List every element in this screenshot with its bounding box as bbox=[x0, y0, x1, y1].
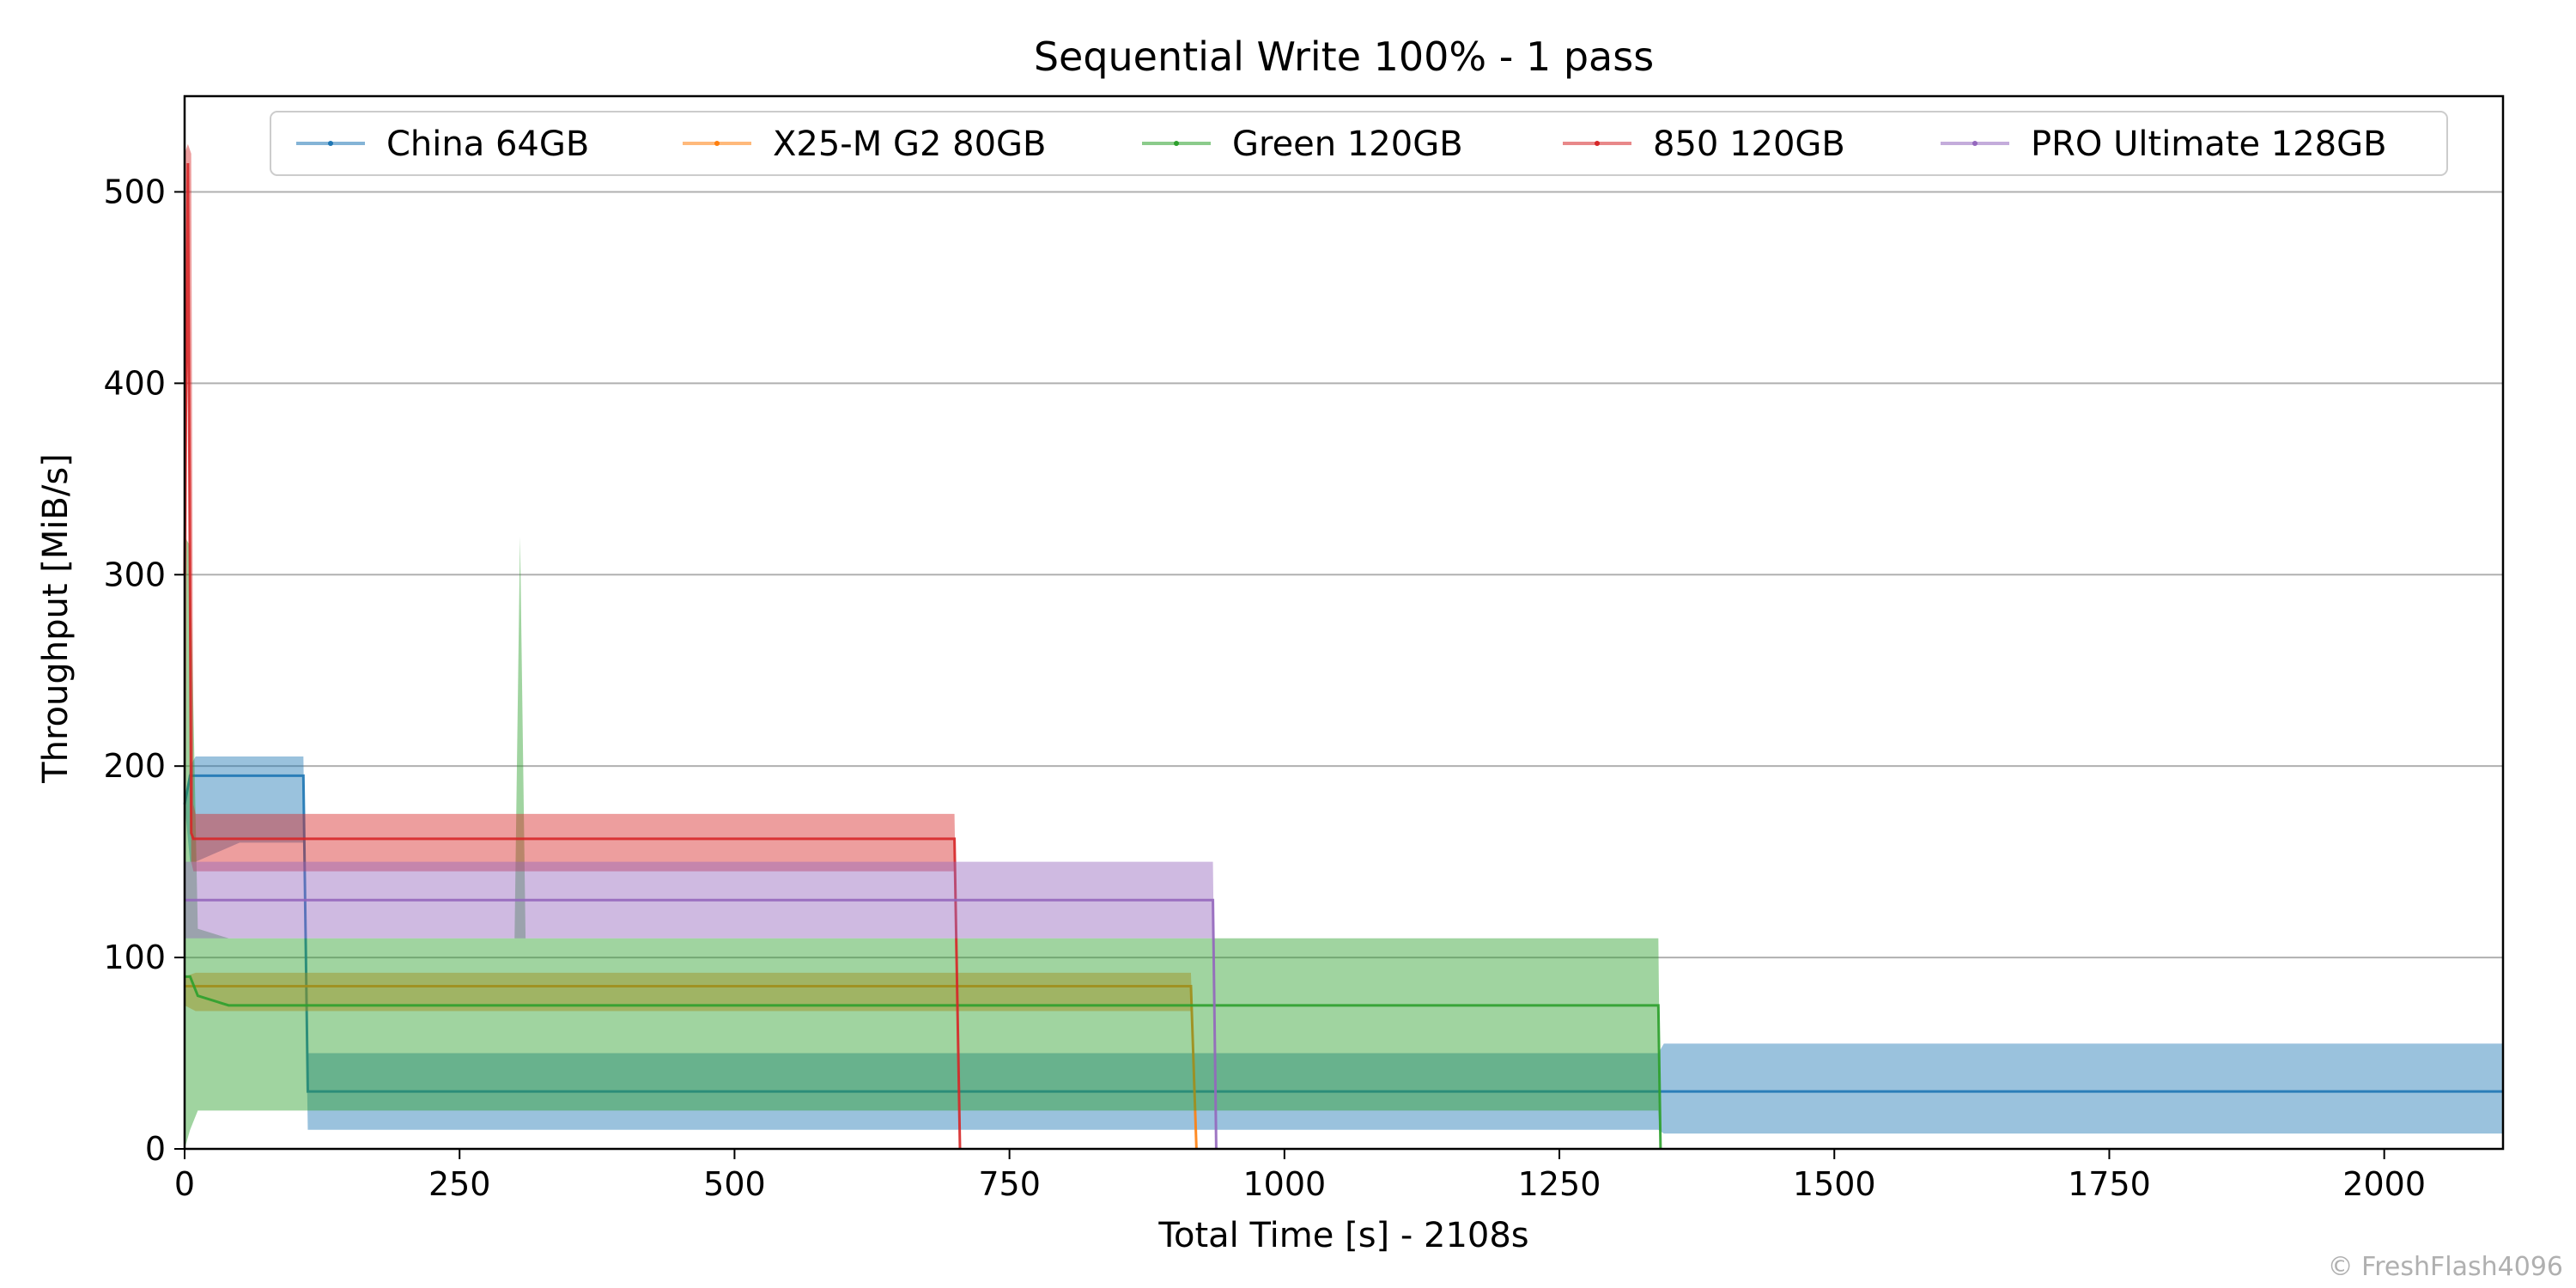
y-tick-label: 300 bbox=[103, 556, 166, 593]
legend-marker bbox=[1972, 141, 1978, 146]
legend-label: China 64GB bbox=[386, 125, 589, 164]
legend-box bbox=[270, 111, 2448, 176]
legend-marker bbox=[328, 141, 333, 146]
x-tick-label: 500 bbox=[703, 1165, 766, 1203]
y-tick-label: 0 bbox=[145, 1130, 166, 1168]
series-band bbox=[185, 972, 1197, 1149]
x-tick-label: 1500 bbox=[1793, 1165, 1876, 1203]
series-band bbox=[185, 861, 1217, 1149]
legend-label: Green 120GB bbox=[1232, 125, 1463, 164]
plot-frame bbox=[183, 94, 2505, 1151]
series-band bbox=[185, 536, 1661, 1149]
y-tick-label: 400 bbox=[103, 364, 166, 402]
watermark: © FreshFlash4096 bbox=[2328, 1252, 2563, 1282]
x-tick-label: 1750 bbox=[2068, 1165, 2151, 1203]
legend-marker bbox=[1174, 141, 1179, 146]
series-group bbox=[183, 756, 2503, 1134]
series-line bbox=[183, 163, 962, 1150]
y-tick-label: 500 bbox=[103, 173, 166, 210]
legend-label: PRO Ultimate 128GB bbox=[2031, 125, 2387, 164]
series-group bbox=[185, 972, 1198, 1150]
x-tick-label: 1250 bbox=[1518, 1165, 1601, 1203]
legend-label: 850 120GB bbox=[1653, 125, 1845, 164]
series-layer bbox=[183, 143, 2503, 1150]
grid bbox=[185, 191, 2503, 959]
legend: China 64GB X25-M G2 80GB Green 120GB 850 12… bbox=[270, 111, 2448, 176]
y-axis-label: Throughput [MiB/s] bbox=[36, 453, 76, 784]
axes: 0 250 500 750 1000 1250 1500 1750 2000 0 100 200 300… bbox=[103, 173, 2426, 1203]
x-tick-label: 0 bbox=[174, 1165, 195, 1203]
series-line bbox=[185, 898, 1218, 1150]
x-tick-label: 1000 bbox=[1242, 1165, 1326, 1203]
x-axis-label: Total Time [s] - 2108s bbox=[1157, 1216, 1528, 1255]
series-line bbox=[183, 774, 2503, 1093]
series-band bbox=[185, 756, 2503, 1134]
chart-title: Sequential Write 100% - 1 pass bbox=[1034, 33, 1654, 80]
series-line bbox=[185, 975, 1662, 1150]
x-tick-label: 750 bbox=[978, 1165, 1041, 1203]
series-group bbox=[183, 143, 962, 1150]
legend-marker bbox=[714, 141, 720, 146]
x-tick-label: 2000 bbox=[2342, 1165, 2426, 1203]
legend-label: X25-M G2 80GB bbox=[773, 125, 1046, 164]
series-line bbox=[185, 985, 1198, 1150]
legend-marker bbox=[1595, 141, 1600, 146]
x-tick-label: 250 bbox=[428, 1165, 491, 1203]
y-tick-label: 100 bbox=[103, 939, 166, 976]
series-group bbox=[185, 536, 1662, 1150]
series-group bbox=[185, 861, 1218, 1150]
y-tick-label: 200 bbox=[103, 747, 166, 785]
